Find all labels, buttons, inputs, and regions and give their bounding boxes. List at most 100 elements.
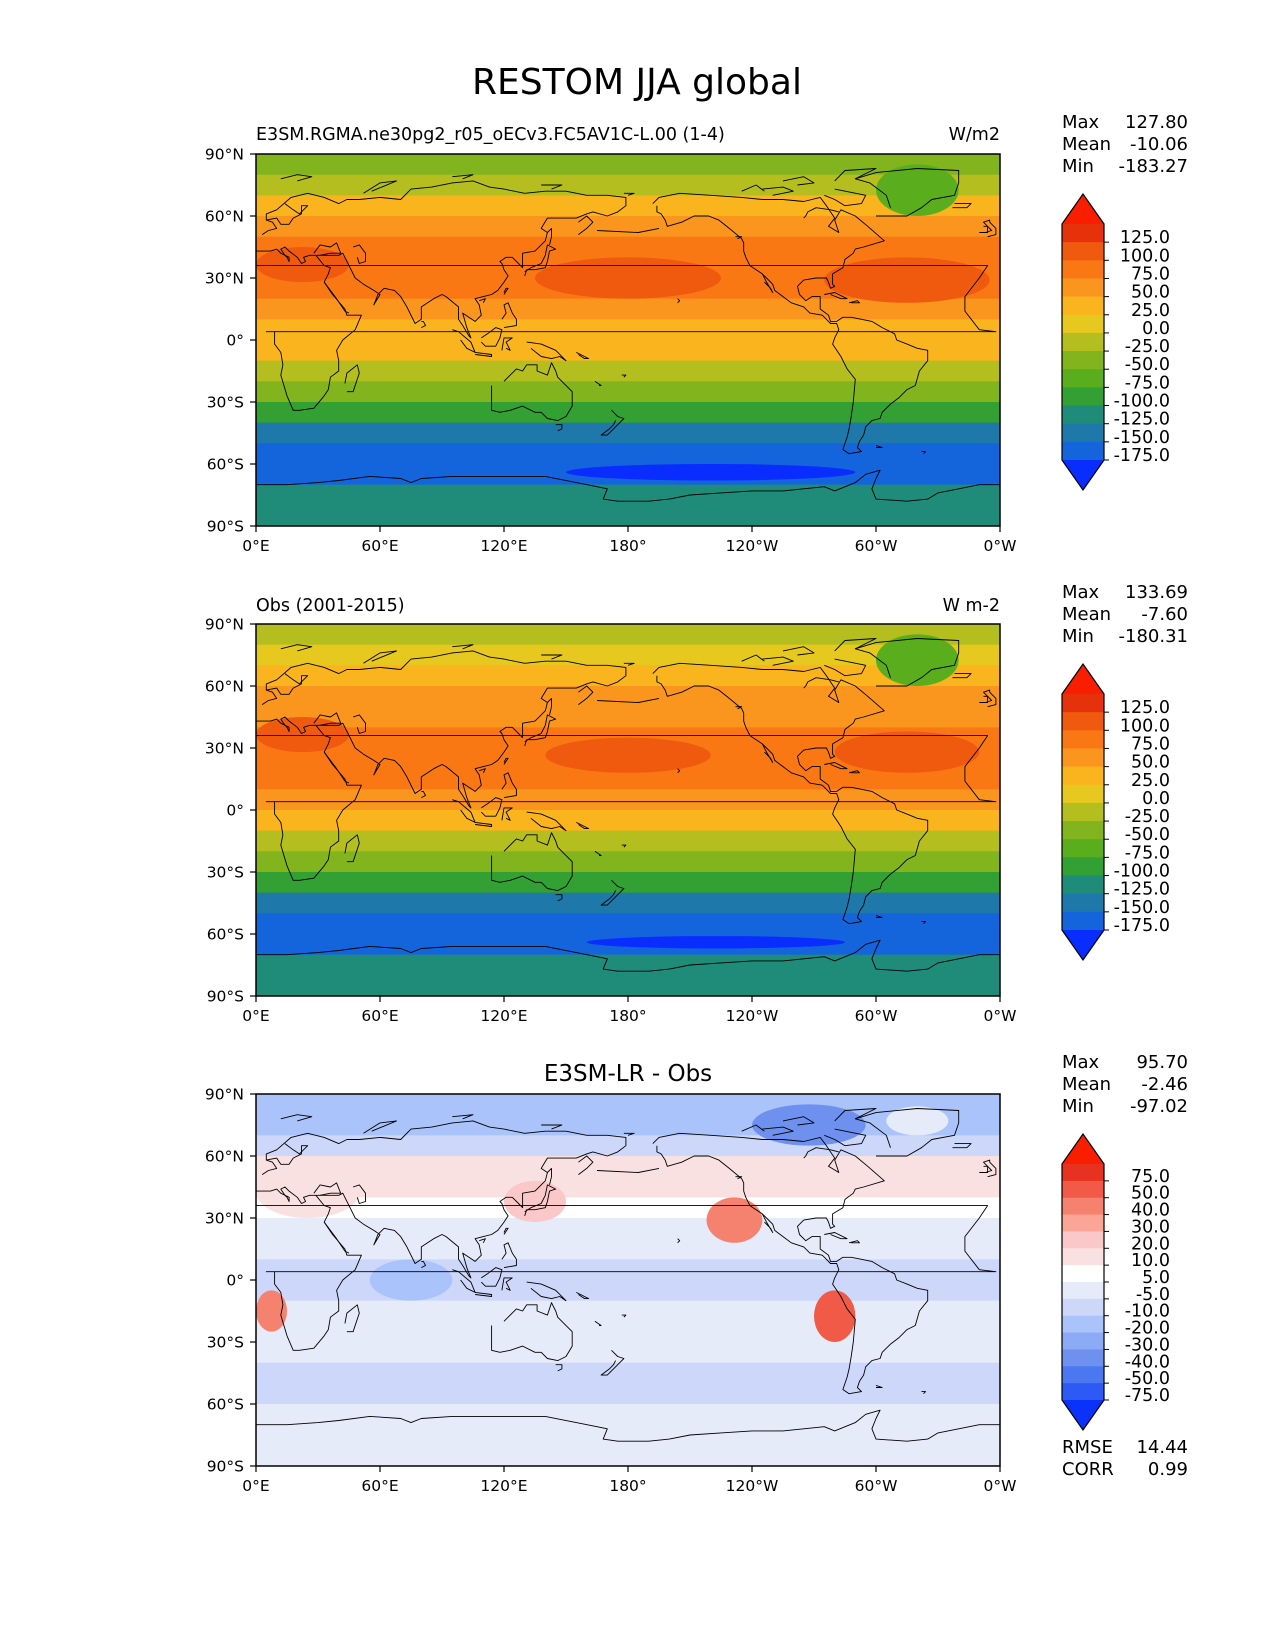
- panel-diff: E3SM-LR - Obs 0°E 60°E 120°E 180° 120°W 60°W 0…: [205, 1052, 1188, 1495]
- zonal-band: [256, 1383, 1000, 1405]
- coast-new-guinea: [526, 341, 567, 362]
- y-tick-label: 30°N: [205, 270, 244, 288]
- colorbar-segment: [1062, 332, 1104, 352]
- coast-antarctica: [256, 1409, 1000, 1442]
- y-tick-label: 30°S: [207, 1334, 244, 1352]
- coast-fiji: [621, 844, 627, 848]
- colorbar: 75.050.040.030.020.010.05.0-5.0-10.0-20.…: [1061, 1132, 1170, 1432]
- zonal-band: [256, 1342, 1000, 1364]
- contour-fill: [256, 154, 1000, 526]
- panel-title: Obs (2001-2015): [256, 596, 405, 616]
- colorbar-segment: [1062, 224, 1104, 243]
- colorbar-segment: [1062, 423, 1104, 443]
- stat-value: -183.27: [1119, 156, 1188, 177]
- colorbar-tick-label: 10.0: [1131, 1251, 1170, 1271]
- colorbar-segment: [1062, 1197, 1104, 1216]
- map-plot: 0°E 60°E 120°E 180° 120°W 60°W 0°W 90°N 60°N 30°N…: [205, 616, 1017, 1026]
- coast-aleutians: [596, 1167, 660, 1173]
- colorbar-tick-label: 50.0: [1131, 283, 1170, 303]
- colorbar-segment: [1062, 441, 1104, 461]
- contour-fill: [256, 624, 1000, 996]
- colorbar-segment: [1062, 748, 1104, 768]
- colorbar: 125.0100.075.050.025.00.0-25.0-50.0-75.0…: [1061, 192, 1170, 492]
- colorbar-tick-label: 75.0: [1131, 264, 1170, 284]
- colorbar-segment: [1062, 784, 1104, 804]
- x-tick-label: 180°: [609, 537, 646, 555]
- colorbar-tick-label: 20.0: [1131, 1234, 1170, 1254]
- coast-svalbard: [280, 644, 313, 652]
- stat-label: RMSE: [1062, 1437, 1113, 1458]
- zonal-band: [256, 665, 1000, 687]
- zonal-band: [256, 402, 1000, 424]
- stat-label: Max: [1062, 112, 1100, 133]
- coast-vancouver: [735, 706, 743, 710]
- coast-africa-eurasia: [256, 180, 997, 411]
- stats-box: Max 95.70 Mean -2.46 Min -97.02: [1062, 1052, 1188, 1117]
- zonal-band: [256, 1156, 1000, 1178]
- coast-ellesmere: [834, 638, 877, 652]
- coast-kamchatka: [578, 1155, 594, 1175]
- coast-falklands: [875, 1384, 883, 1388]
- stat-value: 133.69: [1125, 582, 1188, 603]
- coast-baja: [761, 273, 774, 293]
- colorbar-tick-label: -20.0: [1125, 1319, 1170, 1339]
- stat-value: 0.99: [1148, 1459, 1188, 1480]
- colorbar-tick-label: -150.0: [1114, 428, 1170, 448]
- anomaly-region: [256, 1166, 360, 1218]
- zonal-band: [256, 872, 1000, 894]
- colorbar-segment: [1062, 1315, 1104, 1334]
- coast-antarctica: [256, 939, 1000, 972]
- coast-vancouver: [735, 1176, 743, 1180]
- anomaly-region: [834, 731, 980, 773]
- x-tick-label: 120°W: [726, 1477, 779, 1495]
- colorbar-tick-label: -50.0: [1125, 1369, 1170, 1389]
- colorbar-segment: [1062, 712, 1104, 731]
- stat-value: -7.60: [1141, 604, 1188, 625]
- coast-new-sib: [541, 1124, 563, 1130]
- stat-value: -97.02: [1130, 1096, 1188, 1117]
- coast-canada-arctic-1: [762, 1126, 794, 1136]
- coast-japan: [524, 714, 557, 747]
- zonal-band: [256, 1404, 1000, 1426]
- coast-hudson: [803, 1147, 839, 1159]
- coast-falklands: [875, 444, 883, 448]
- panel-title: E3SM.RGMA.ne30pg2_r05_oECv3.FC5AV1C-L.00…: [256, 125, 725, 145]
- colorbar-tick-label: 0.0: [1142, 319, 1170, 339]
- colorbar-segment: [1062, 1214, 1104, 1232]
- coast-sumatra: [452, 799, 476, 823]
- colorbar-tick-label: 125.0: [1120, 228, 1170, 248]
- coast-ireland: [979, 1165, 989, 1173]
- coast-south-georgia: [921, 921, 927, 925]
- coast-australia: [491, 1302, 573, 1362]
- x-tick-label: 0°E: [242, 1007, 269, 1025]
- coast-svalbard: [280, 174, 313, 182]
- coast-fiji: [621, 374, 627, 378]
- coast-hainan: [479, 298, 486, 304]
- coast-sulawesi: [501, 1277, 513, 1291]
- coast-british-isles: [983, 1159, 997, 1178]
- coast-baja: [761, 1213, 774, 1233]
- anomaly-region: [706, 1197, 763, 1243]
- colorbar-tick-label: 30.0: [1131, 1217, 1170, 1237]
- colorbar-segment: [1062, 802, 1104, 822]
- zonal-band: [256, 1197, 1000, 1219]
- zonal-band: [256, 1094, 1000, 1116]
- zonal-band: [256, 484, 1000, 506]
- coast-canada-arctic-1: [762, 656, 794, 666]
- colorbar-segment: [1062, 1265, 1104, 1283]
- zonal-band: [256, 1362, 1000, 1384]
- coast-black-sea: [313, 1182, 342, 1196]
- coast-vancouver: [735, 236, 743, 240]
- zonal-band: [256, 1259, 1000, 1281]
- zonal-band: [256, 624, 1000, 646]
- zonal-band: [256, 686, 1000, 708]
- stat-label: Max: [1062, 1052, 1100, 1073]
- anomaly-region: [876, 164, 959, 216]
- colorbar-tick-label: -75.0: [1125, 373, 1170, 393]
- map-plot: 0°E 60°E 120°E 180° 120°W 60°W 0°W 90°N 60°N 30°N…: [205, 1086, 1017, 1496]
- coast-solomons: [576, 1291, 590, 1300]
- colorbar-segment: [1062, 893, 1104, 913]
- x-tick-label: 180°: [609, 1477, 646, 1495]
- x-tick-label: 120°E: [480, 537, 527, 555]
